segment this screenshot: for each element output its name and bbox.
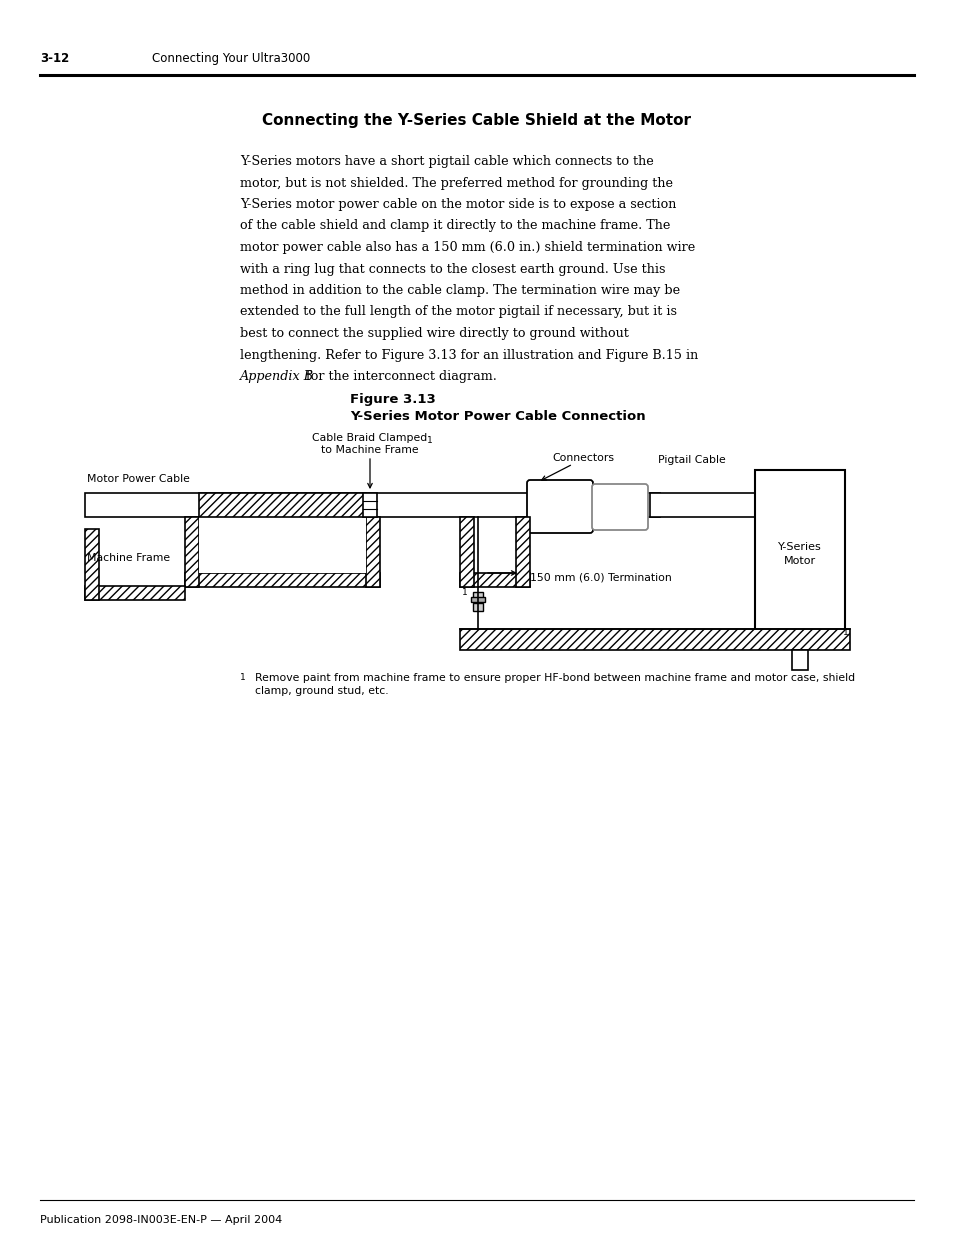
Text: Y-Series motors have a short pigtail cable which connects to the: Y-Series motors have a short pigtail cab… (240, 156, 653, 168)
Text: Connecting Your Ultra3000: Connecting Your Ultra3000 (152, 52, 310, 65)
Text: lengthening. Refer to Figure 3.13 for an illustration and Figure B.15 in: lengthening. Refer to Figure 3.13 for an… (240, 348, 698, 362)
Text: Y-Series
Motor: Y-Series Motor (778, 542, 821, 566)
Text: Pigtail Cable: Pigtail Cable (658, 454, 725, 466)
Text: Machine Frame: Machine Frame (87, 553, 170, 563)
FancyBboxPatch shape (526, 480, 593, 534)
Text: 1: 1 (240, 673, 246, 682)
Bar (754, 471, 844, 638)
Text: for the interconnect diagram.: for the interconnect diagram. (302, 370, 497, 383)
Text: Y-Series motor power cable on the motor side is to expose a section: Y-Series motor power cable on the motor … (240, 198, 676, 211)
Bar (649, 493, 754, 517)
Text: 1: 1 (427, 436, 433, 445)
Text: method in addition to the cable clamp. The termination wire may be: method in addition to the cable clamp. T… (240, 284, 679, 296)
Text: Motor Power Cable: Motor Power Cable (87, 474, 190, 484)
Bar (85, 493, 659, 517)
Bar (85, 585, 185, 600)
Text: 1: 1 (842, 629, 848, 637)
Bar (459, 517, 474, 587)
Text: 3-12: 3-12 (40, 52, 70, 65)
Text: clamp, ground stud, etc.: clamp, ground stud, etc. (254, 685, 388, 697)
Text: Remove paint from machine frame to ensure proper HF-bond between machine frame a: Remove paint from machine frame to ensur… (254, 673, 854, 683)
Text: of the cable shield and clamp it directly to the machine frame. The: of the cable shield and clamp it directl… (240, 220, 670, 232)
Bar (363, 493, 376, 517)
Text: 1: 1 (461, 588, 467, 597)
Bar (473, 592, 482, 600)
Text: motor, but is not shielded. The preferred method for grounding the: motor, but is not shielded. The preferre… (240, 177, 672, 189)
Text: Y-Series Motor Power Cable Connection: Y-Series Motor Power Cable Connection (350, 410, 645, 424)
Bar (185, 517, 199, 587)
Text: Figure 3.13: Figure 3.13 (350, 393, 436, 406)
Bar (185, 573, 379, 587)
Text: 150 mm (6.0) Termination: 150 mm (6.0) Termination (530, 573, 671, 583)
Text: Connectors: Connectors (552, 453, 614, 463)
Bar (366, 517, 379, 587)
Text: Connecting the Y-Series Cable Shield at the Motor: Connecting the Y-Series Cable Shield at … (262, 112, 691, 128)
Text: with a ring lug that connects to the closest earth ground. Use this: with a ring lug that connects to the clo… (240, 263, 665, 275)
Bar (459, 573, 530, 587)
Text: motor power cable also has a 150 mm (6.0 in.) shield termination wire: motor power cable also has a 150 mm (6.0… (240, 241, 695, 254)
Bar (199, 517, 366, 573)
Bar (85, 529, 99, 600)
Text: Cable Braid Clamped
to Machine Frame: Cable Braid Clamped to Machine Frame (312, 433, 427, 454)
Text: Appendix B: Appendix B (240, 370, 314, 383)
Text: best to connect the supplied wire directly to ground without: best to connect the supplied wire direct… (240, 327, 628, 340)
Bar (516, 517, 530, 587)
Text: extended to the full length of the motor pigtail if necessary, but it is: extended to the full length of the motor… (240, 305, 677, 319)
Text: Publication 2098-IN003E-EN-P — April 2004: Publication 2098-IN003E-EN-P — April 200… (40, 1215, 282, 1225)
FancyBboxPatch shape (592, 484, 647, 530)
Bar (473, 603, 482, 611)
Bar (459, 629, 849, 650)
Bar (471, 597, 484, 601)
Bar (791, 650, 807, 671)
Bar (199, 493, 366, 517)
